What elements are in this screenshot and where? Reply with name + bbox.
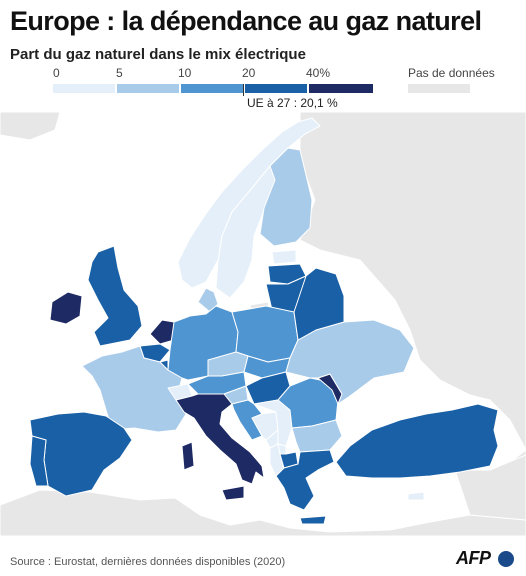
- legend-swatch-10-20: [181, 84, 243, 93]
- legend-tick-10: 10: [178, 66, 192, 80]
- europe-map: [0, 112, 526, 536]
- united-kingdom: [87, 245, 143, 347]
- portugal: [29, 435, 49, 487]
- legend-swatch-20-40: [245, 84, 307, 93]
- italy: [175, 393, 265, 485]
- eu-average-label: UE à 27 : 20,1 %: [247, 96, 338, 110]
- afp-logo-dot: [498, 551, 514, 567]
- sardinia: [181, 441, 195, 471]
- legend-tick-0: 0: [53, 66, 60, 80]
- legend-no-data-swatch: [408, 84, 470, 93]
- bulgaria: [291, 419, 343, 453]
- legend-tick-20: 20: [242, 66, 256, 80]
- north-macedonia: [279, 451, 299, 469]
- legend-tick-40: 40%: [306, 66, 331, 80]
- greece: [275, 449, 335, 511]
- middle-east-land: [454, 454, 526, 521]
- greenland-iceland-land: [0, 112, 61, 141]
- cyprus: [407, 491, 425, 501]
- legend-swatch-0-5: [53, 84, 115, 93]
- estonia: [271, 249, 297, 265]
- legend-swatch-40-plus: [309, 84, 373, 93]
- legend-tick-5: 5: [116, 66, 123, 80]
- map-subtitle: Part du gaz naturel dans le mix électriq…: [10, 46, 306, 63]
- finland: [259, 147, 313, 247]
- sicily: [221, 485, 245, 501]
- legend-no-data-label: Pas de données: [408, 66, 495, 80]
- crete: [299, 515, 327, 525]
- legend-swatch-5-10: [117, 84, 179, 93]
- romania: [277, 377, 339, 429]
- belarus: [293, 267, 345, 341]
- ireland: [49, 291, 83, 325]
- denmark: [197, 287, 219, 313]
- source-note: Source : Eurostat, dernières données dis…: [10, 556, 286, 568]
- turkey: [335, 403, 499, 479]
- afp-logo: AFP: [456, 548, 491, 568]
- eu-average-marker: [243, 84, 244, 96]
- north-africa-land: [0, 489, 526, 536]
- map-title: Europe : la dépendance au gaz naturel: [10, 6, 482, 36]
